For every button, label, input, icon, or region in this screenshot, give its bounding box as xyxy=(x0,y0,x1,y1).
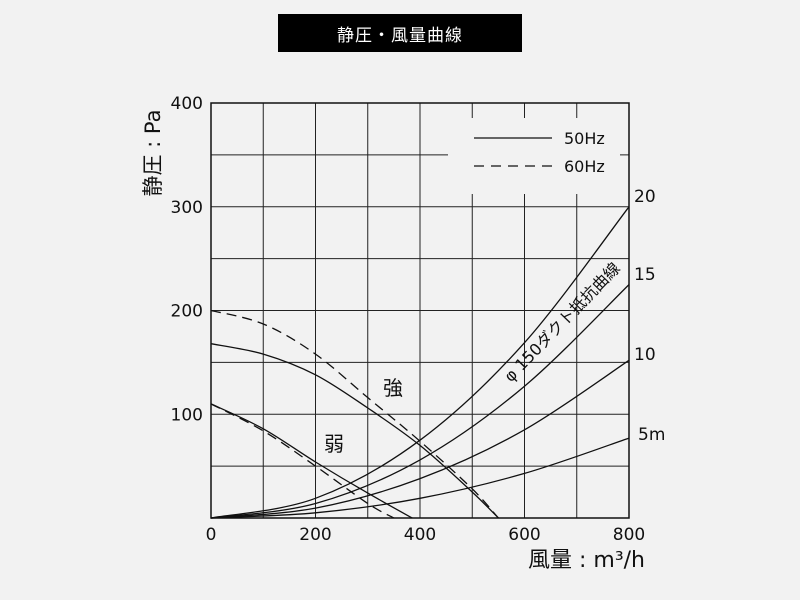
duct-resistance-label: φ 150ダクト抵抗曲線 xyxy=(500,259,624,386)
y-tick-label: 400 xyxy=(171,94,203,114)
duct-curve-1 xyxy=(210,206,630,519)
x-tick-label: 800 xyxy=(613,525,645,545)
duct-curve-label: 5m xyxy=(638,425,665,445)
duct-curve-4 xyxy=(210,437,630,519)
x-axis-label: 風量 : m³/h xyxy=(528,548,645,573)
x-tick-label: 0 xyxy=(206,525,217,545)
duct-curve-label: 15 xyxy=(634,265,656,285)
y-tick-label: 300 xyxy=(171,198,203,218)
chart-title: 静圧・風量曲線 xyxy=(278,14,522,52)
duct-curve-label: 10 xyxy=(634,345,656,365)
duct-curve-2 xyxy=(210,284,630,519)
fan-curve-solid xyxy=(210,343,499,519)
y-tick-label: 200 xyxy=(171,302,203,322)
fan-curve-dashed xyxy=(210,403,395,519)
legend-box xyxy=(448,118,620,194)
x-tick-label: 400 xyxy=(404,525,436,545)
x-tick-label: 600 xyxy=(508,525,540,545)
fan-curve-solid xyxy=(210,403,413,519)
duct-curve-label: 20 xyxy=(634,187,656,207)
x-tick-label: 200 xyxy=(299,525,331,545)
label-weak: 弱 xyxy=(324,432,344,456)
label-strong: 強 xyxy=(383,376,403,400)
y-tick-label: 100 xyxy=(171,405,203,425)
duct-curve-3 xyxy=(210,359,630,519)
legend-label-60hz: 60Hz xyxy=(564,157,605,176)
legend-label-50hz: 50Hz xyxy=(564,129,605,148)
fan-curve-dashed xyxy=(210,309,499,519)
y-axis-label: 静圧 : Pa xyxy=(141,109,165,196)
